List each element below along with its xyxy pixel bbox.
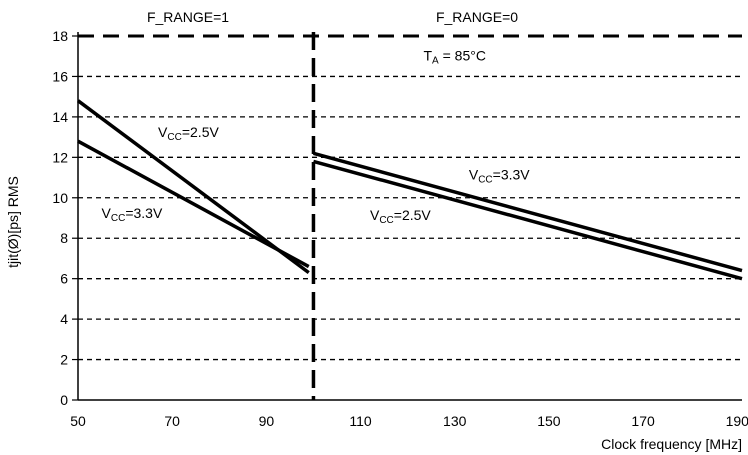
tick-labels: 0 2 4 6 8 10 12 14 16 18 50 70 90 110 130 150 170 190 — [52, 28, 748, 429]
y-tick-label-18: 18 — [52, 28, 68, 44]
series-line-3 — [312, 159, 743, 281]
y-tick-label-12: 12 — [52, 149, 68, 165]
annotations: F_RANGE=1 F_RANGE=0 VCC=2.5V VCC=3.3V VCC=3.… — [102, 9, 531, 226]
y-tick-label-14: 14 — [52, 109, 68, 125]
axes — [72, 32, 742, 401]
y-tick-label-6: 6 — [60, 271, 68, 287]
y-tick-label-0: 0 — [60, 392, 68, 408]
x-tick-label-190: 190 — [726, 413, 748, 429]
x-tick-label-150: 150 — [537, 413, 561, 429]
region-label-1: F_RANGE=0 — [436, 9, 518, 25]
y-axis-label: tjit(Ø)[ps] RMS — [5, 176, 21, 268]
x-tick-label-130: 130 — [443, 413, 467, 429]
series-line-1 — [77, 139, 310, 269]
series-lines — [76, 99, 743, 281]
x-tick-label-110: 110 — [349, 413, 372, 429]
grid-lines — [78, 34, 742, 361]
series-label-0: VCC=2.5V — [158, 124, 219, 143]
series-label-2: VCC=3.3V — [469, 167, 530, 186]
series-label-3: VCC=2.5V — [370, 207, 431, 226]
x-tick-label-90: 90 — [259, 413, 275, 429]
x-tick-label-170: 170 — [631, 413, 655, 429]
y-tick-label-2: 2 — [60, 352, 68, 368]
y-tick-label-4: 4 — [60, 311, 68, 327]
x-axis-label: Clock frequency [MHz] — [601, 436, 742, 452]
temperature-annotation: TA = 85°C — [423, 47, 485, 66]
series-label-1: VCC=3.3V — [102, 205, 163, 224]
x-tick-label-70: 70 — [164, 413, 180, 429]
y-tick-label-8: 8 — [60, 230, 68, 246]
y-tick-label-16: 16 — [52, 68, 68, 84]
region-label-0: F_RANGE=1 — [147, 9, 229, 25]
y-tick-label-10: 10 — [52, 190, 68, 206]
series-line-2 — [312, 151, 743, 273]
x-tick-label-50: 50 — [70, 413, 86, 429]
